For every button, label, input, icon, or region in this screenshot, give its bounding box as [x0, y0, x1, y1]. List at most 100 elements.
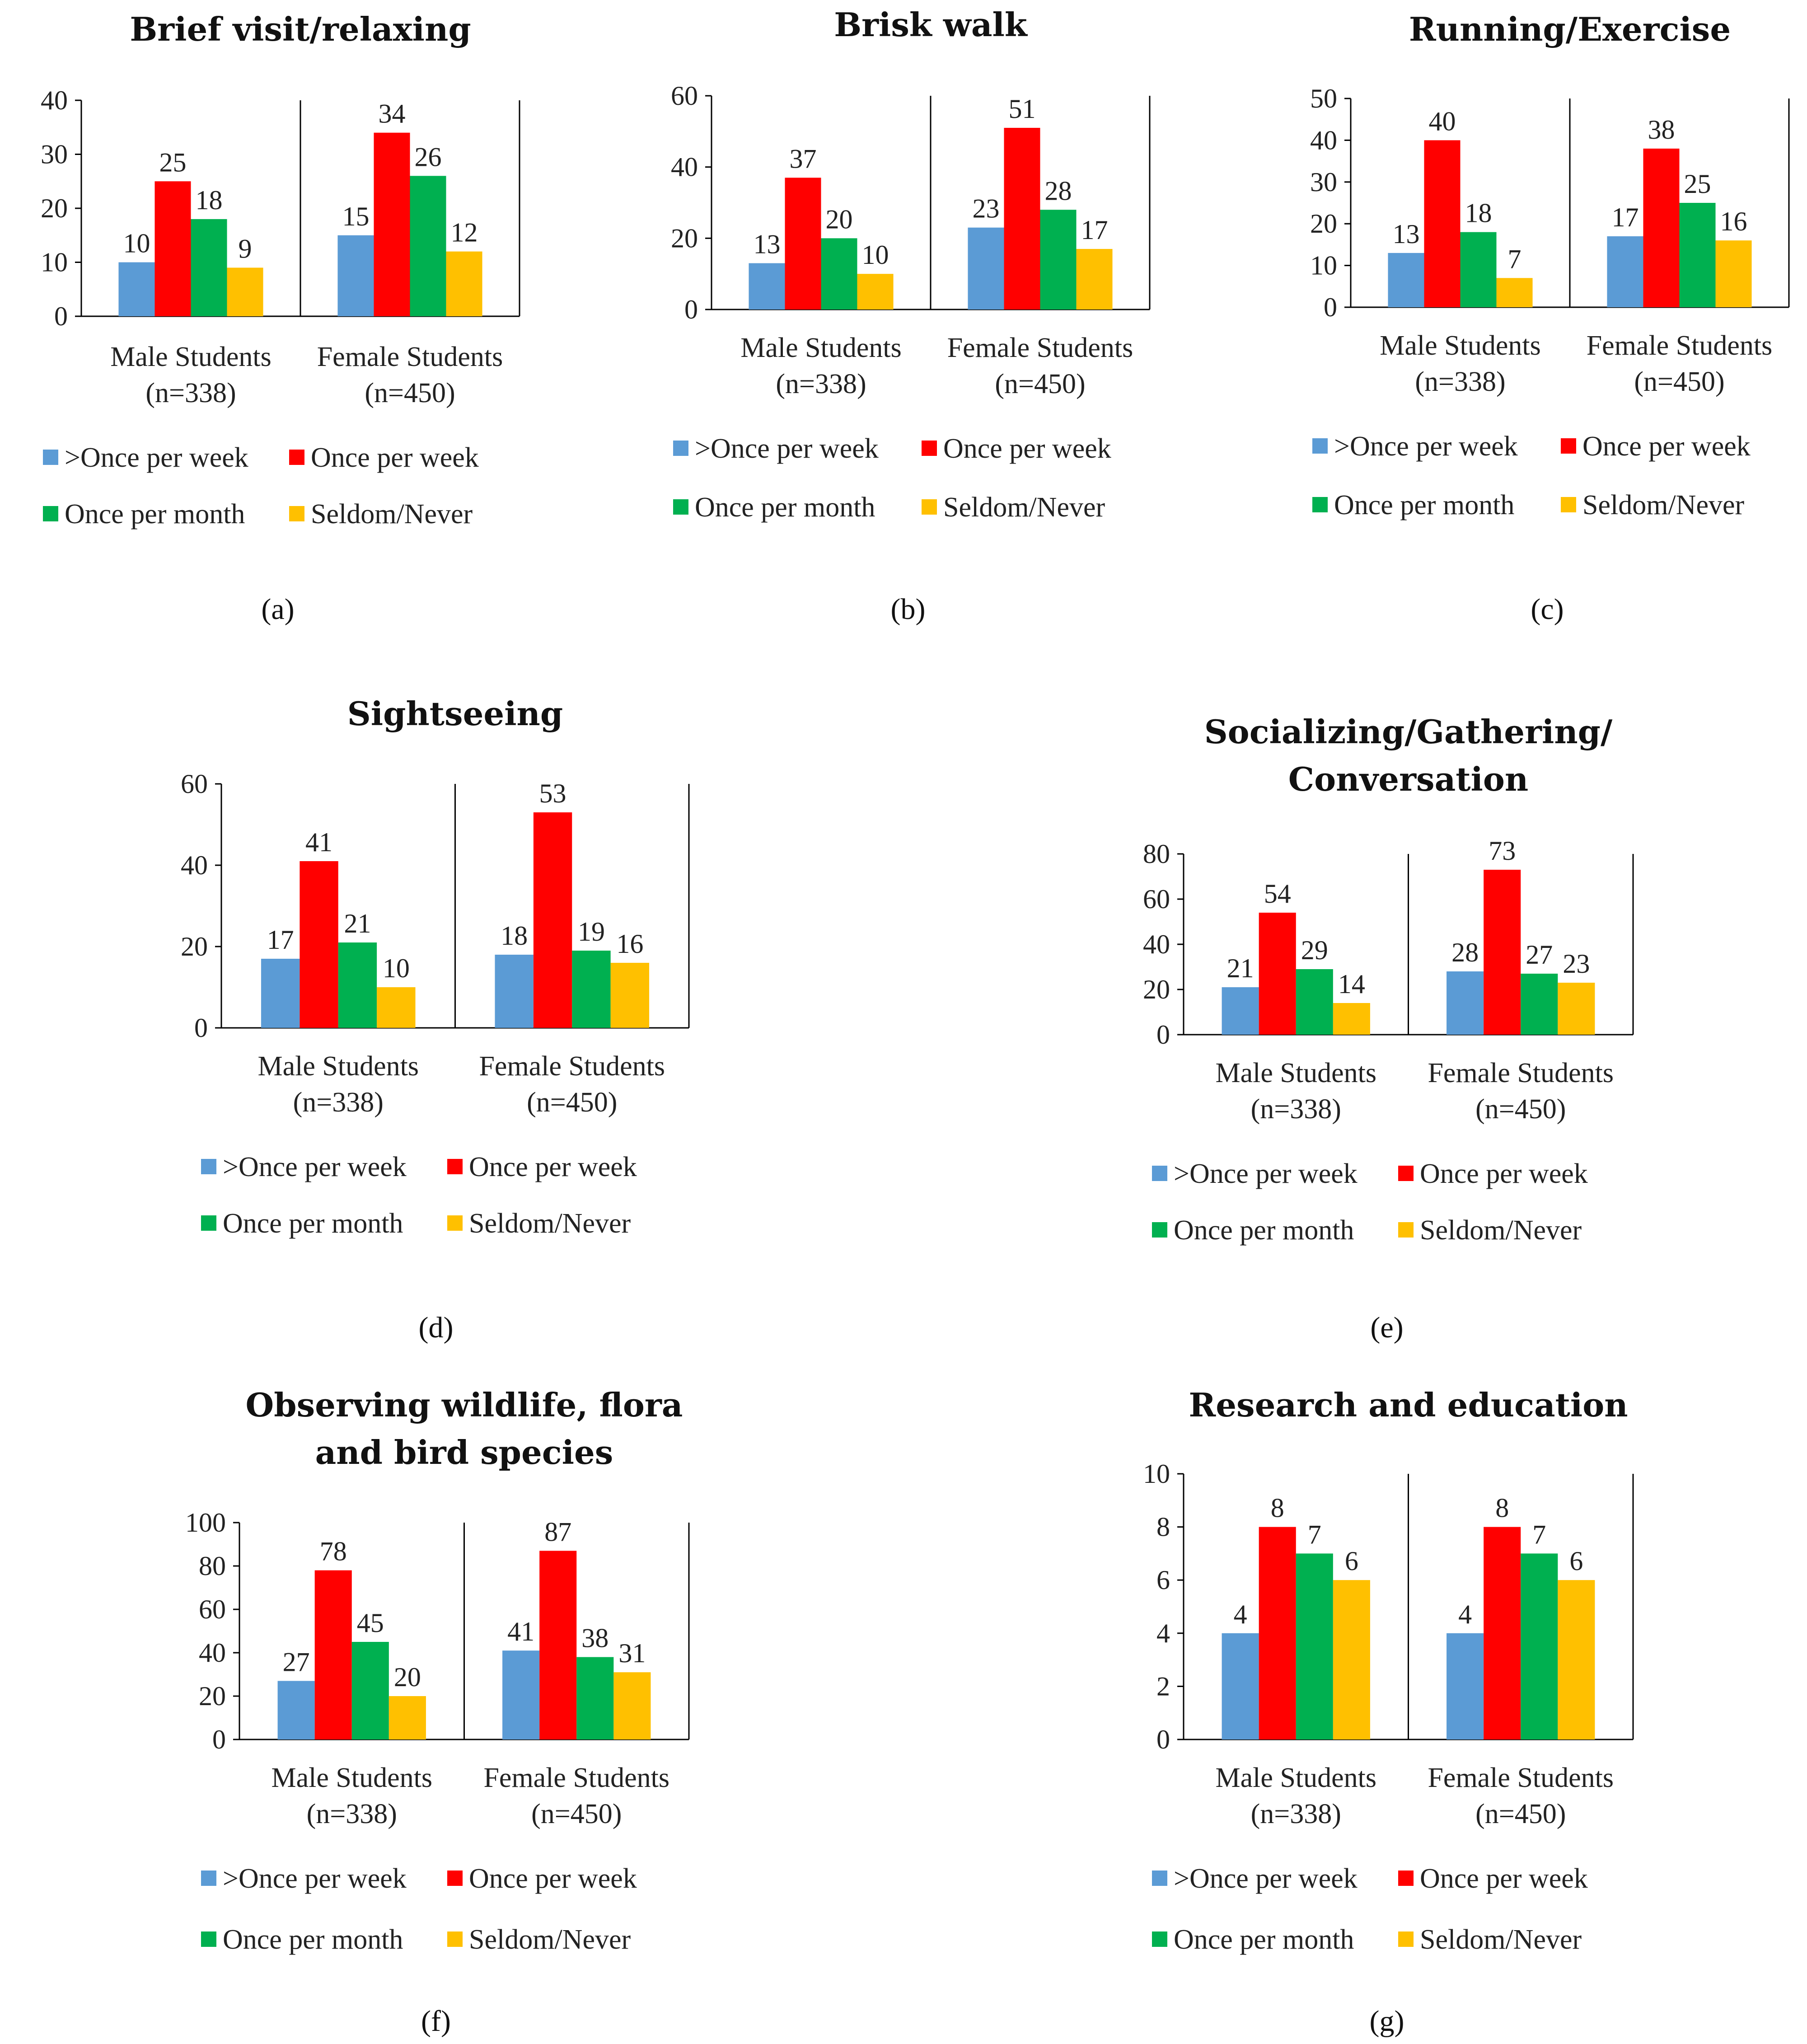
bar: [1424, 140, 1461, 307]
bar-data-label: 18: [501, 921, 528, 951]
bar-data-label: 18: [1465, 198, 1492, 228]
bar-data-label: 15: [342, 202, 369, 231]
bar: [533, 812, 572, 1028]
bar: [351, 1642, 389, 1739]
chart-title: Socializing/Gathering/: [1204, 713, 1613, 751]
y-tick-label: 20: [181, 932, 208, 961]
y-tick-label: 40: [199, 1638, 226, 1668]
bar: [277, 1681, 315, 1739]
legend-swatch: [447, 1931, 463, 1947]
category-label: (n=338): [776, 369, 866, 399]
legend-swatch: [1152, 1222, 1167, 1238]
y-tick-label: 30: [1310, 167, 1337, 197]
category-label: (n=338): [1251, 1799, 1341, 1829]
y-tick-label: 60: [671, 81, 698, 111]
bar-data-label: 34: [378, 99, 405, 129]
y-tick-label: 20: [41, 193, 68, 223]
bar: [1296, 1553, 1333, 1739]
category-label: (n=338): [307, 1799, 397, 1829]
category-label: Male Students: [258, 1051, 419, 1082]
bar: [1447, 971, 1484, 1035]
bar: [613, 1672, 651, 1739]
bar-data-label: 4: [1234, 1599, 1247, 1629]
legend-swatch: [201, 1215, 216, 1231]
y-tick-label: 100: [185, 1508, 226, 1538]
y-tick-label: 0: [54, 301, 68, 331]
bar-data-label: 19: [578, 917, 605, 947]
y-tick-label: 2: [1156, 1671, 1170, 1701]
category-label: (n=450): [1475, 1094, 1566, 1125]
bar-data-label: 16: [1720, 206, 1747, 236]
legend-item-label: Once per month: [1174, 1215, 1354, 1246]
bar-data-label: 10: [383, 953, 410, 983]
bar-data-label: 45: [357, 1608, 384, 1638]
bar: [446, 251, 482, 316]
chart-title: Running/Exercise: [1409, 10, 1731, 48]
y-tick-label: 6: [1156, 1565, 1170, 1595]
category-label: (n=338): [145, 378, 236, 408]
bar-data-label: 17: [1611, 202, 1638, 232]
legend-item-label: Once per week: [1582, 431, 1751, 462]
category-label: Female Students: [1428, 1763, 1614, 1793]
bar: [502, 1650, 540, 1739]
bar: [1222, 987, 1259, 1035]
bar-data-label: 25: [1684, 169, 1711, 199]
legend-swatch: [1398, 1222, 1414, 1238]
legend-item-label: Once per month: [223, 1924, 403, 1955]
y-tick-label: 50: [1310, 84, 1337, 113]
bar-data-label: 17: [1081, 215, 1108, 245]
category-label: Male Students: [1216, 1763, 1376, 1793]
bar-data-label: 10: [862, 240, 889, 270]
category-label: Male Students: [1380, 330, 1540, 361]
legend-swatch: [447, 1159, 463, 1174]
legend-item-label: Seldom/Never: [469, 1208, 631, 1239]
bar-data-label: 27: [1526, 940, 1553, 970]
chart-title: Brief visit/relaxing: [130, 10, 471, 48]
bar-data-label: 26: [415, 142, 442, 172]
y-tick-label: 40: [41, 85, 68, 115]
bar: [785, 178, 821, 309]
bar: [1484, 1527, 1521, 1739]
bar: [1259, 1527, 1296, 1739]
bar-data-label: 27: [283, 1647, 310, 1677]
bar-data-label: 38: [581, 1623, 609, 1653]
category-label: Female Students: [1587, 330, 1773, 361]
y-tick-label: 0: [212, 1725, 226, 1754]
y-tick-label: 0: [1156, 1725, 1170, 1754]
bar: [377, 987, 416, 1028]
bar-data-label: 12: [451, 218, 478, 248]
bar: [1040, 210, 1077, 309]
bar: [572, 951, 611, 1028]
y-tick-label: 20: [1310, 209, 1337, 239]
y-tick-label: 10: [41, 248, 68, 277]
bar: [539, 1551, 577, 1739]
bar-data-label: 6: [1569, 1546, 1583, 1576]
bar: [1333, 1003, 1370, 1035]
legend-swatch: [201, 1931, 216, 1947]
bar-data-label: 13: [753, 230, 780, 259]
bar: [1521, 1553, 1558, 1739]
bar: [300, 861, 338, 1028]
bar-data-label: 4: [1458, 1599, 1472, 1629]
bar: [1460, 232, 1497, 307]
legend-swatch: [673, 441, 688, 456]
category-label: (n=450): [531, 1799, 622, 1829]
bar: [1296, 969, 1333, 1035]
bar-data-label: 23: [972, 194, 999, 224]
category-label: Female Students: [317, 342, 503, 372]
chart-title: Sightseeing: [347, 694, 563, 733]
legend-item-label: >Once per week: [223, 1863, 407, 1894]
bar-data-label: 54: [1264, 879, 1291, 909]
legend-swatch: [289, 506, 304, 521]
legend-item-label: Seldom/Never: [469, 1924, 631, 1955]
chart-title: Conversation: [1288, 760, 1528, 798]
category-label: Female Students: [479, 1051, 665, 1082]
bar: [389, 1696, 426, 1739]
category-label: Male Students: [1216, 1058, 1376, 1088]
legend-swatch: [922, 499, 937, 515]
y-tick-label: 30: [41, 140, 68, 169]
legend-swatch: [1561, 438, 1576, 454]
bar: [191, 219, 227, 316]
bar: [1484, 870, 1521, 1035]
